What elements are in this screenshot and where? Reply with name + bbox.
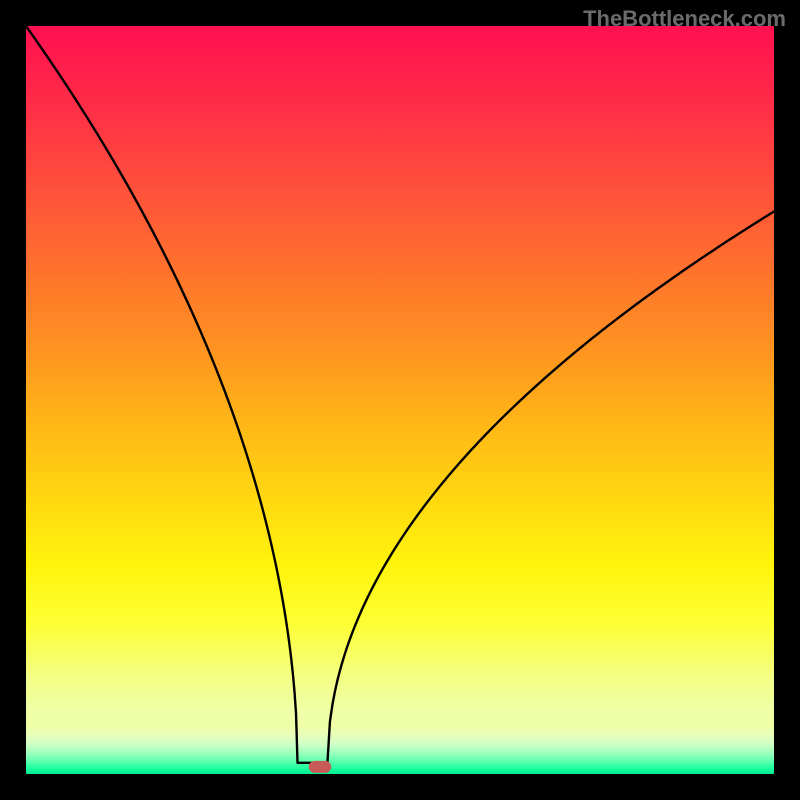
bottleneck-chart xyxy=(0,0,800,800)
chart-container: TheBottleneck.com xyxy=(0,0,800,800)
chart-background xyxy=(26,26,774,774)
optimum-marker xyxy=(309,761,331,773)
